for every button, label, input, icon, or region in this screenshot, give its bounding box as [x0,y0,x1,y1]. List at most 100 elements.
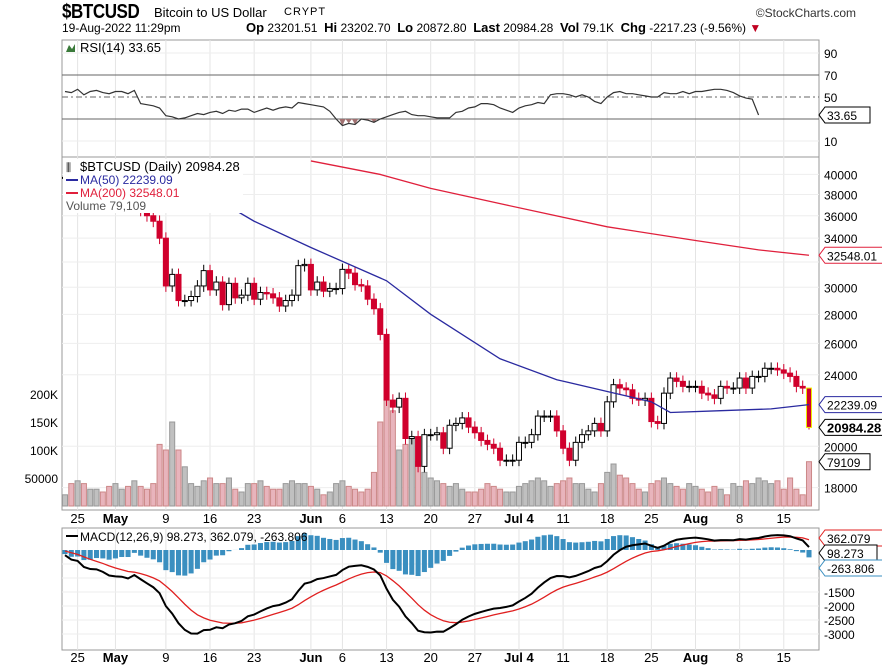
macd-histogram-bar [793,550,799,552]
macd-histogram-bar [529,539,535,550]
rsi-oversold-fill [339,119,346,126]
candle [175,273,182,302]
volume-bar [490,485,497,507]
volume-bar [503,491,510,507]
volume-bar [333,483,340,507]
candle [522,441,529,444]
macd-histogram-bar [239,548,245,550]
x-tick-label: Jun [299,650,322,665]
volume-bar [553,483,560,507]
macd-histogram-bar [579,542,585,550]
candle [257,292,264,300]
macd-histogram-bar [333,539,339,550]
macd-histogram-bar [220,550,226,556]
x-tick-label: 8 [736,511,743,526]
macd-value-tag: 98.273 [827,547,864,561]
macd-histogram-bar [623,535,629,550]
volume-bar [421,471,428,507]
candle [566,447,573,461]
last-label: Last [473,20,500,35]
x-tick-label: Aug [683,650,708,665]
volume-bar [389,410,396,507]
volume-bar [604,471,611,507]
x-tick-label: 18 [600,511,614,526]
candle [282,300,289,307]
candle [320,281,327,292]
macd-signal-tag-box [818,529,882,547]
x-tick-label: Jul 4 [504,650,534,665]
volume-bar [465,491,472,507]
price-tick-label: 40000 [824,168,858,182]
volume-bar [623,477,630,507]
macd-histogram-bar [510,544,516,550]
macd-signal-tag: 362.079 [827,532,871,546]
volume-last-tag-box [818,453,871,471]
volume-bar [572,483,579,507]
price-tick-label: 20000 [824,440,858,454]
candle [295,265,302,296]
candle [200,270,207,287]
volume-bar [99,491,106,507]
macd-histogram-bar [125,550,131,558]
macd-histogram-bar [541,535,547,550]
macd-histogram-bar [144,550,150,558]
volume-bar [717,488,724,507]
volume-bar [660,477,668,507]
volume-bar [427,477,434,507]
volume-bar [143,488,150,507]
x-tick-label: 16 [203,650,217,665]
macd-histogram-bar [686,544,692,550]
x-tick-label: Jul 4 [504,511,534,526]
price-tick-label: 28000 [824,308,858,322]
volume-tick-label: 100K [30,444,58,458]
candle [787,372,794,377]
macd-histogram-bar [737,548,743,550]
macd-histogram-bar [169,550,175,573]
macd-histogram-bar [87,550,93,560]
ma200-line [310,160,810,256]
x-tick-label: 15 [777,511,791,526]
price-tick-label: 36000 [824,210,858,224]
volume-bar [471,491,478,507]
volume-bar [774,480,781,507]
volume-last-tag: 79109 [827,456,861,470]
volume-bar [705,491,712,507]
volume-bar [87,488,94,507]
x-tick-label: 9 [162,650,169,665]
macd-histogram-bar [705,548,711,550]
volume-tick-label: 150K [30,416,58,430]
macd-histogram-bar [421,550,427,573]
candle [616,384,623,389]
macd-histogram-bar [396,550,402,571]
rsi-legend: RSI(14) 33.65 [80,40,161,55]
candle [389,399,396,408]
panel-frame-2 [61,527,820,651]
volume-bar [169,421,176,507]
candle [459,417,466,424]
volume-bar [673,485,680,507]
macd-histogram-bar [138,550,144,556]
x-tick-label: Jun [299,511,322,526]
macd-histogram-bar [466,545,472,550]
macd-histogram-bar [491,543,497,550]
exchange: CRYPT [284,6,327,18]
x-tick-label: 25 [644,650,658,665]
macd-histogram-bar [75,550,81,557]
candle [673,377,680,382]
macd-histogram-bar [743,549,749,550]
volume-bar [175,449,182,507]
macd-tick-label: -2500 [824,614,855,628]
macd-histogram-bar [453,550,459,552]
candle [686,385,693,388]
candle [534,415,541,436]
stockcharts-credit[interactable]: ©StockCharts.com [755,6,856,20]
macd-histogram-bar [440,550,446,561]
volume-bar [711,485,718,507]
volume-bar [497,488,504,507]
macd-histogram-bar [459,547,465,550]
volume-bar [560,480,567,507]
macd-histogram-bar [213,550,219,556]
volume-bar [597,483,604,507]
macd-histogram-bar [503,544,509,550]
